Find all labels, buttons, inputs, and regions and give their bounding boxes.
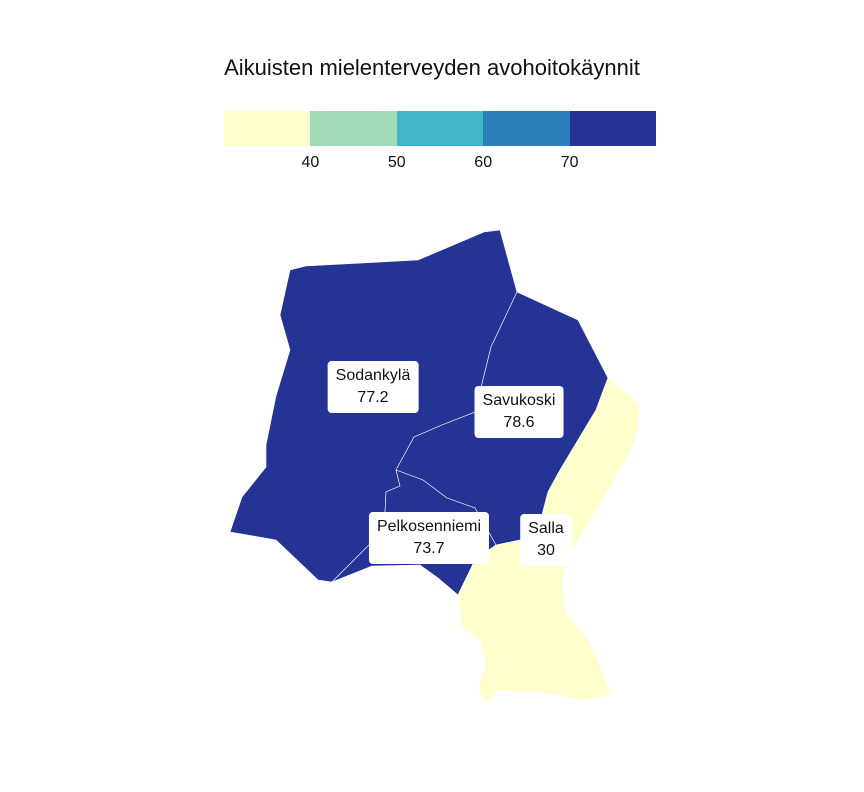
region-label-pelkosenniemi: Pelkosenniemi 73.7 bbox=[368, 512, 490, 564]
region-name: Pelkosenniemi bbox=[376, 518, 482, 535]
map-title: Aikuisten mielenterveyden avohoitokäynni… bbox=[224, 55, 640, 80]
region-value: 78.6 bbox=[503, 414, 535, 431]
legend-tick-70: 70 bbox=[560, 154, 579, 171]
region-name: Savukoski bbox=[482, 392, 556, 409]
region-value: 73.7 bbox=[413, 540, 445, 557]
region-name: Sodankylä bbox=[335, 367, 411, 384]
legend-swatch-5 bbox=[569, 111, 656, 146]
color-legend bbox=[224, 111, 656, 146]
legend-swatch-4 bbox=[483, 111, 570, 146]
region-name: Salla bbox=[528, 520, 564, 537]
legend-swatch-2 bbox=[310, 111, 397, 146]
region-label-salla: Salla 30 bbox=[520, 514, 572, 566]
region-value: 30 bbox=[537, 542, 555, 559]
region-label-savukoski: Savukoski 78.6 bbox=[474, 386, 564, 438]
legend-tick-40: 40 bbox=[301, 154, 320, 171]
legend-swatch-1 bbox=[224, 111, 311, 146]
legend-tick-60: 60 bbox=[474, 154, 493, 171]
region-value: 77.2 bbox=[357, 389, 389, 406]
region-label-sodankyla: Sodankylä 77.2 bbox=[327, 361, 419, 413]
legend-tick-50: 50 bbox=[387, 154, 406, 171]
legend-swatch-3 bbox=[396, 111, 484, 146]
legend-ticks: 40 50 60 70 bbox=[224, 154, 656, 174]
